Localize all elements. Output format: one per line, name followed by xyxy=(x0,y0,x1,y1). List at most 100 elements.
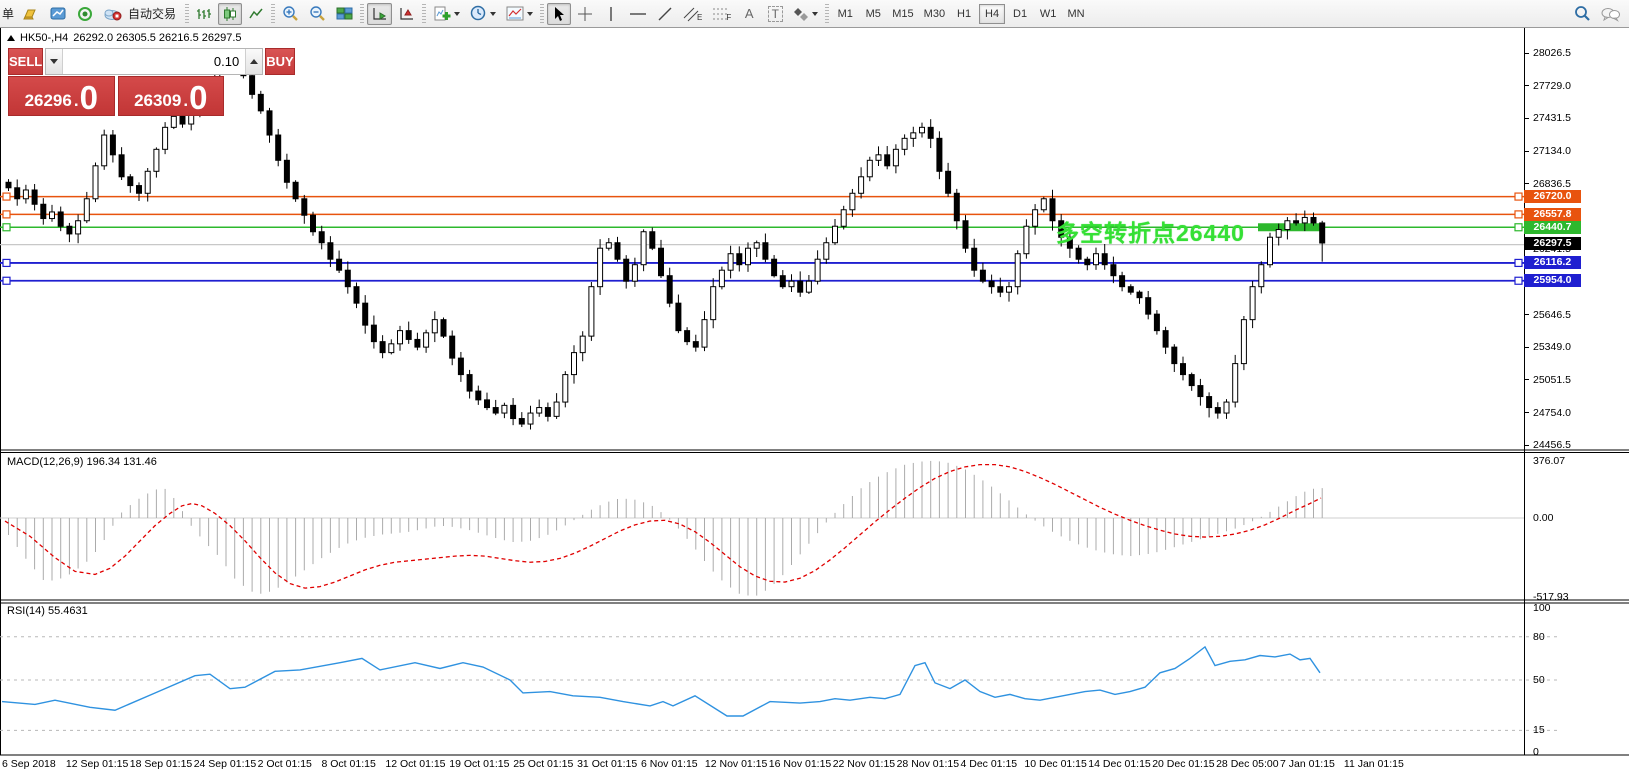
fibo-letter: F xyxy=(726,13,732,22)
price-line-flag: 26116.2 xyxy=(1524,256,1581,270)
price-line-flag: 26720.0 xyxy=(1524,190,1581,204)
sell-price-display[interactable]: 26296. 0 xyxy=(8,76,115,116)
signal-icon[interactable] xyxy=(73,3,97,25)
rsi-axis-label: 0 xyxy=(1533,746,1539,758)
auto-scroll-button[interactable] xyxy=(367,2,393,25)
timeframe-button-h1[interactable]: H1 xyxy=(957,7,972,20)
equidistant-channel-tool-button[interactable]: E xyxy=(679,3,706,25)
macd-axis-label: 376.07 xyxy=(1533,454,1566,467)
crosshair-tool-button[interactable] xyxy=(573,3,597,25)
time-axis-label: 18 Sep 01:15 xyxy=(129,758,193,770)
symbol-period-label: HK50-,H4 xyxy=(20,32,69,44)
price-axis-tick xyxy=(1524,183,1529,185)
cursor-tool-button[interactable] xyxy=(547,2,572,25)
price-axis-tick xyxy=(1524,52,1529,54)
chart-shift-button[interactable] xyxy=(394,3,419,25)
price-axis-label: 26836.5 xyxy=(1533,177,1571,190)
candlestick-chart-type-button[interactable] xyxy=(218,2,243,25)
periods-button[interactable] xyxy=(466,3,500,25)
time-axis-label: 11 Jan 01:15 xyxy=(1343,758,1404,770)
time-axis-label: 12 Oct 01:15 xyxy=(385,758,446,770)
time-axis-label: 16 Nov 01:15 xyxy=(768,758,832,770)
time-axis-label: 10 Dec 01:15 xyxy=(1024,758,1087,770)
chart-canvas[interactable] xyxy=(0,28,1629,774)
arrows-caret[interactable] xyxy=(812,11,819,16)
templates-button[interactable] xyxy=(502,3,537,25)
price-axis-tick xyxy=(1524,117,1529,119)
time-axis-label: 24 Sep 01:15 xyxy=(193,758,257,770)
price-line-flag: 25954.0 xyxy=(1524,274,1581,288)
trendline-tool-button[interactable] xyxy=(653,3,677,25)
current-price-flag: 26297.5 xyxy=(1524,236,1581,250)
price-line-flag: 26557.8 xyxy=(1524,207,1581,221)
timeframe-button-m30[interactable]: M30 xyxy=(923,7,946,20)
price-axis-label: 25349.0 xyxy=(1533,341,1571,354)
price-axis-label: 28026.5 xyxy=(1533,47,1571,59)
price-axis-label: 24456.5 xyxy=(1533,439,1571,452)
bar-chart-type-button[interactable] xyxy=(192,3,216,25)
chart-annotation-text: 多空转折点26440 xyxy=(1056,220,1245,246)
rsi-axis-label: 50 xyxy=(1533,674,1545,686)
text-label-tool-button[interactable]: T xyxy=(763,3,787,25)
buy-price-display[interactable]: 26309. 0 xyxy=(117,76,224,116)
sell-price-dot: . xyxy=(73,91,79,110)
time-axis-label: 12 Nov 01:15 xyxy=(704,758,768,770)
price-axis-label: 27431.5 xyxy=(1533,112,1571,125)
autotrading-label: 自动交易 xyxy=(128,7,177,21)
collapse-panel-icon[interactable] xyxy=(7,35,15,41)
time-axis-label: 28 Nov 01:15 xyxy=(896,758,960,770)
timeframe-button-m15[interactable]: M15 xyxy=(892,7,914,20)
new-order-button[interactable]: 单 xyxy=(2,7,15,21)
time-axis-label: 6 Sep 2018 xyxy=(2,758,56,770)
volume-increase-button[interactable] xyxy=(245,49,263,74)
market-watch-icon[interactable] xyxy=(45,3,71,25)
add-indicator-caret[interactable] xyxy=(454,11,461,16)
gold-ingot-icon[interactable] xyxy=(17,3,43,25)
macd-axis-label: -517.93 xyxy=(1533,590,1569,603)
time-axis-label: 19 Oct 01:15 xyxy=(449,758,510,770)
price-axis-tick xyxy=(1524,379,1529,381)
buy-price-dot: . xyxy=(183,91,189,110)
buy-button[interactable]: BUY xyxy=(265,48,295,75)
time-axis-label: 28 Dec 05:00 xyxy=(1216,758,1279,770)
timeframe-button-mn[interactable]: MN xyxy=(1067,7,1085,20)
zoom-out-button[interactable] xyxy=(305,3,330,25)
templates-caret[interactable] xyxy=(527,11,534,16)
timeframe-button-m5[interactable]: M5 xyxy=(865,7,881,20)
tile-windows-button[interactable] xyxy=(332,3,357,25)
time-axis-label: 22 Nov 01:15 xyxy=(832,758,896,770)
volume-decrease-button[interactable] xyxy=(46,49,64,74)
macd-indicator-label: MACD(12,26,9) 196.34 131.46 xyxy=(7,456,157,468)
timeframe-button-m1[interactable]: M1 xyxy=(837,7,853,20)
time-axis-label: 8 Oct 01:15 xyxy=(321,758,376,770)
search-icon[interactable] xyxy=(1570,3,1595,25)
zoom-in-button[interactable] xyxy=(278,3,303,25)
sell-button[interactable]: SELL xyxy=(8,48,44,75)
price-axis-tick xyxy=(1524,346,1529,348)
price-axis-label: 25646.5 xyxy=(1533,308,1571,321)
fibonacci-tool-button[interactable]: F xyxy=(708,3,735,25)
buy-price-int: 26309 xyxy=(134,91,182,110)
channel-letter: E xyxy=(697,13,703,22)
chart-title: HK50-,H4 26292.0 26305.5 26216.5 26297.5 xyxy=(7,32,242,44)
periods-caret[interactable] xyxy=(490,11,497,16)
autotrading-button[interactable]: 自动交易 xyxy=(99,3,182,25)
timeframe-button-w1[interactable]: W1 xyxy=(1039,7,1057,20)
time-axis-label: 2 Oct 01:15 xyxy=(257,758,312,770)
price-axis-tick xyxy=(1524,444,1529,446)
text-tool-button[interactable]: A xyxy=(737,3,761,25)
timeframe-button-d1[interactable]: D1 xyxy=(1013,7,1028,20)
chat-icon[interactable] xyxy=(1597,3,1624,25)
add-indicator-button[interactable] xyxy=(429,3,464,25)
vertical-line-tool-button[interactable] xyxy=(599,3,623,25)
arrows-tool-button[interactable] xyxy=(789,3,822,25)
horizontal-line-tool-button[interactable] xyxy=(625,3,651,25)
timeframe-button-h4[interactable]: H4 xyxy=(979,3,1006,24)
timeframe-bar: M1 M5 M15 M30 H1 H4 D1 W1 MN xyxy=(831,3,1090,24)
line-chart-type-button[interactable] xyxy=(244,3,268,25)
text-tool-glyph: A xyxy=(744,6,754,21)
volume-stepper xyxy=(45,48,264,75)
volume-input[interactable] xyxy=(63,49,246,74)
time-axis-label: 4 Dec 01:15 xyxy=(960,758,1018,770)
price-axis-tick xyxy=(1524,412,1529,414)
